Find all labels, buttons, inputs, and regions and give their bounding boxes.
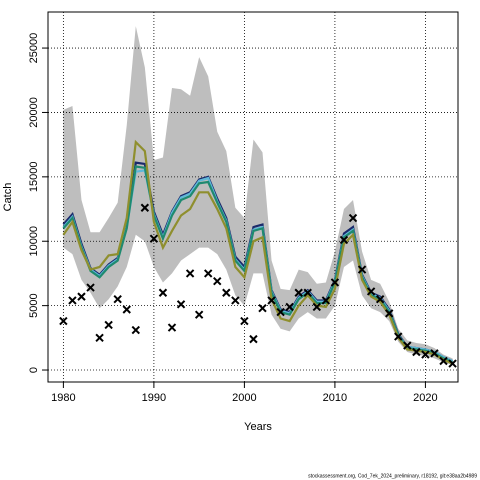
x-tick-label: 1990 bbox=[142, 392, 166, 404]
observed-point bbox=[149, 234, 159, 243]
observed-point bbox=[185, 269, 195, 278]
observed-point bbox=[348, 213, 358, 223]
y-tick-label: 25000 bbox=[28, 33, 40, 64]
observed-point bbox=[285, 302, 294, 312]
y-tick-label: 20000 bbox=[28, 97, 40, 128]
x-tick-label: 2010 bbox=[323, 392, 347, 404]
observed-point bbox=[240, 316, 249, 326]
plot-frame bbox=[47, 11, 459, 383]
observed-point bbox=[321, 296, 331, 305]
observed-point bbox=[258, 303, 267, 313]
observed-point bbox=[403, 341, 412, 350]
y-tick-label: 0 bbox=[28, 367, 40, 373]
observed-point bbox=[113, 294, 122, 304]
observed-point bbox=[158, 288, 168, 297]
observed-point bbox=[276, 307, 285, 317]
observed-point bbox=[375, 294, 385, 304]
observed-point bbox=[231, 296, 240, 305]
series-line bbox=[62, 165, 454, 364]
y-tick-label: 15000 bbox=[28, 162, 40, 193]
observed-point bbox=[167, 323, 177, 332]
observed-point bbox=[122, 305, 131, 314]
y-axis-label: Catch bbox=[2, 183, 14, 212]
x-tick-label: 2020 bbox=[413, 392, 437, 404]
observed-point bbox=[430, 349, 439, 358]
footnote: stockassessment.org, Cod_7ek_2024_prelim… bbox=[308, 473, 477, 479]
observed-point bbox=[222, 288, 231, 297]
observed-point bbox=[203, 269, 213, 278]
y-tick-label: 5000 bbox=[28, 293, 40, 317]
observed-point bbox=[339, 235, 349, 245]
observed-point bbox=[104, 320, 113, 330]
observed-point bbox=[249, 334, 258, 344]
observed-point bbox=[357, 265, 367, 274]
observed-point bbox=[385, 309, 394, 318]
observed-point bbox=[213, 276, 222, 286]
observed-point bbox=[303, 288, 312, 297]
observed-point bbox=[131, 325, 140, 335]
observed-point bbox=[412, 347, 421, 357]
observed-point bbox=[176, 300, 186, 309]
observed-point bbox=[86, 283, 95, 292]
observed-point bbox=[330, 278, 340, 287]
y-tick-label: 10000 bbox=[28, 226, 40, 257]
observed-point bbox=[95, 333, 104, 343]
observed-point bbox=[77, 292, 86, 301]
x-axis-label: Years bbox=[244, 421, 272, 433]
observed-point bbox=[312, 302, 322, 312]
observed-point bbox=[448, 359, 457, 368]
observed-point bbox=[140, 203, 150, 212]
observed-point bbox=[421, 350, 430, 359]
observed-point bbox=[194, 310, 204, 319]
observed-point bbox=[59, 316, 68, 326]
observed-point bbox=[439, 356, 448, 366]
observed-point bbox=[68, 296, 77, 305]
observed-point bbox=[267, 296, 276, 305]
observed-point bbox=[394, 332, 403, 341]
x-tick-label: 2000 bbox=[232, 392, 256, 404]
confidence-band bbox=[63, 26, 453, 365]
observed-point bbox=[294, 288, 303, 297]
x-tick-label: 1980 bbox=[51, 392, 75, 404]
observed-point bbox=[366, 287, 376, 296]
